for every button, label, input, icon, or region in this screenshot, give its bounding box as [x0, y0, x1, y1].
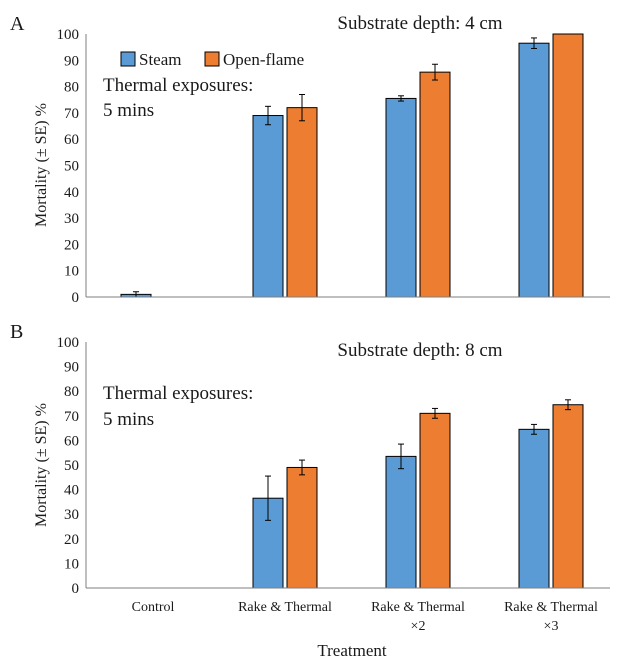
panel-b-y-tick-40: 40 — [64, 483, 79, 499]
category-label-rake-thermal-x2-suffix: ×2 — [411, 619, 426, 634]
panel-a-y-axis-label: Mortality (± SE) % — [33, 103, 50, 227]
panel-b-error-bar-steam-rake-thermal-x3 — [531, 423, 537, 435]
panel-b-error-bar-steam-rake-thermal — [265, 475, 271, 521]
category-label-rake-thermal-x2: Rake & Thermal — [371, 600, 465, 615]
legend: Steam Open-flame — [120, 50, 304, 69]
panel-a-bar-open-flame-rake-thermal-x3 — [552, 33, 584, 298]
panel-b-y-tick-90: 90 — [64, 360, 79, 376]
panel-a-y-tick-40: 40 — [64, 185, 79, 201]
x-category-labels: Control Rake & Thermal Rake & Thermal ×2… — [132, 600, 598, 634]
panel-b-y-tick-20: 20 — [64, 532, 79, 548]
panel-a-subtitle: Substrate depth: 4 cm — [337, 13, 502, 34]
panel-a-note-line2: 5 mins — [103, 100, 154, 121]
panel-b-y-tick-30: 30 — [64, 507, 79, 523]
panel-a-y-tick-60: 60 — [64, 132, 79, 148]
panel-b-y-tick-50: 50 — [64, 458, 79, 474]
panel-b-subtitle: Substrate depth: 8 cm — [337, 340, 502, 361]
panel-b-y-tick-0: 0 — [72, 581, 80, 597]
panel-a-bar-open-flame-rake-thermal-x2 — [419, 71, 451, 298]
panel-b-bar-steam-rake-thermal-x3 — [518, 428, 550, 589]
panel-a-y-tick-30: 30 — [64, 211, 79, 227]
category-label-rake-thermal: Rake & Thermal — [238, 600, 332, 615]
panel-b-bar-open-flame-rake-thermal — [286, 466, 318, 589]
panel-a-y-tick-90: 90 — [64, 53, 79, 69]
panel-a-bar-steam-rake-thermal-x3 — [518, 42, 550, 298]
panel-b-y-tick-70: 70 — [64, 409, 79, 425]
panel-b-bar-open-flame-rake-thermal-x3 — [552, 404, 584, 589]
panel-a-error-bar-steam-rake-thermal-x3 — [531, 37, 537, 49]
panel-b-bar-open-flame-rake-thermal-x2 — [419, 412, 451, 589]
panel-b-error-bar-open-flame-rake-thermal-x2 — [432, 407, 438, 419]
panel-a-error-bar-open-flame-rake-thermal — [299, 93, 305, 122]
panel-b-error-bar-open-flame-rake-thermal — [299, 459, 305, 476]
panel-a-y-tick-10: 10 — [64, 264, 79, 280]
panel-a-bars — [120, 33, 584, 298]
panel-a-error-bar-open-flame-rake-thermal-x2 — [432, 63, 438, 81]
legend-open-flame-swatch — [204, 51, 220, 67]
legend-steam-swatch — [120, 51, 136, 67]
panel-a-bar-open-flame-rake-thermal — [286, 107, 318, 298]
category-label-control: Control — [132, 600, 175, 615]
panel-a-y-tick-80: 80 — [64, 80, 79, 96]
panel-a-y-ticks: 0 10 20 30 40 50 60 70 80 90 100 — [57, 27, 80, 306]
panel-a-error-bar-steam-rake-thermal-x2 — [398, 95, 404, 102]
panel-a: A Substrate depth: 4 cm Mortality (± SE)… — [10, 13, 610, 306]
panel-a-note-line1: Thermal exposures: — [103, 75, 253, 96]
category-label-rake-thermal-x3-suffix: ×3 — [544, 619, 559, 634]
panel-a-y-tick-20: 20 — [64, 237, 79, 253]
panel-b-bar-steam-rake-thermal-x2 — [385, 455, 417, 589]
panel-a-y-tick-100: 100 — [57, 27, 80, 43]
category-label-rake-thermal-x3: Rake & Thermal — [504, 600, 598, 615]
panel-b-letter: B — [10, 321, 23, 343]
panel-a-error-bar-steam-rake-thermal — [265, 105, 271, 126]
legend-steam-label: Steam — [139, 50, 182, 69]
panel-a-y-tick-70: 70 — [64, 106, 79, 122]
panel-b-bars — [252, 399, 584, 589]
panel-b-y-tick-80: 80 — [64, 384, 79, 400]
legend-open-flame-label: Open-flame — [223, 50, 304, 69]
panel-a-y-tick-0: 0 — [72, 290, 80, 306]
panel-b-y-tick-10: 10 — [64, 556, 79, 572]
panel-b-error-bar-open-flame-rake-thermal-x3 — [565, 399, 571, 411]
panel-a-letter: A — [10, 13, 25, 35]
panel-b-note-line1: Thermal exposures: — [103, 383, 253, 404]
panel-b-note-line2: 5 mins — [103, 409, 154, 430]
panel-a-bar-steam-rake-thermal — [252, 115, 284, 298]
panel-b-error-bar-steam-rake-thermal-x2 — [398, 443, 404, 470]
panel-a-y-tick-50: 50 — [64, 159, 79, 175]
panel-b-y-tick-100: 100 — [57, 335, 80, 351]
panel-b-y-axis-label: Mortality (± SE) % — [33, 403, 50, 527]
panel-b-y-ticks: 0 10 20 30 40 50 60 70 80 90 100 — [57, 335, 80, 597]
x-axis-label: Treatment — [317, 641, 387, 660]
panel-b-y-tick-60: 60 — [64, 433, 79, 449]
panel-b: B Substrate depth: 8 cm Mortality (± SE)… — [10, 321, 610, 597]
panel-a-bar-steam-rake-thermal-x2 — [385, 97, 417, 298]
